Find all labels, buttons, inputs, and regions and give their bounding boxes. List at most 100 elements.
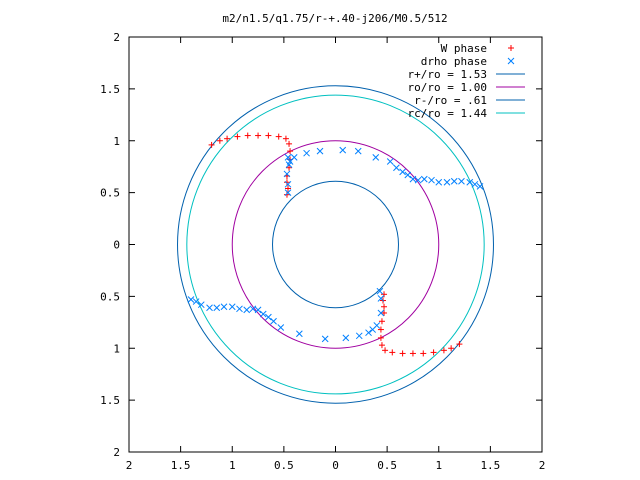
y-tick-label: 1.5 [100,83,120,96]
drho-phase-point [386,158,394,165]
drho-phase-point [339,146,347,154]
cross-marker-b [428,176,435,184]
cross-marker-b [365,329,372,337]
y-tick-label: 1 [113,342,120,355]
drho-phase-point [284,153,292,161]
w-phase-point [265,132,272,139]
drho-phase-point [228,303,236,311]
cross-marker-b [404,171,412,179]
w-phase-point [275,133,282,140]
cross-marker-b [377,309,385,317]
w-phase-point [440,347,447,354]
drho-phase-point [270,317,277,325]
drho-phase-point [316,147,324,155]
drho-phase-point [277,324,285,331]
w-phase-point [285,185,292,192]
cross-marker-b [443,178,451,186]
legend-marker-sample [507,57,515,65]
cross-marker-b [414,176,422,184]
cross-marker-b [316,147,324,155]
cross-marker-b [303,149,310,157]
cross-marker-b [249,305,257,313]
cross-marker-b [458,177,465,185]
drho-phase-point [321,335,329,343]
circle-r-0.61 [272,180,399,309]
w-phase-point [399,350,406,357]
cross-marker-b [435,178,443,186]
drho-phase-point [404,171,412,179]
w-phase-point [382,347,389,354]
w-phase-point [216,137,223,144]
x-tick-label: 0.5 [377,459,397,472]
legend-label: ro/ro = 1.00 [408,81,487,94]
cross-marker-b [339,146,347,154]
x-tick-label: 2 [126,459,133,472]
y-tick-label: 2 [113,31,120,44]
y-tick-label: 1.5 [100,394,120,407]
x-tick-label: 0 [332,459,339,472]
cross-marker-b [228,303,236,311]
drho-phase-point [414,176,422,184]
x-tick-label: 1.5 [480,459,500,472]
drho-phase-point [373,322,381,329]
y-tick-label: 0 [113,239,120,252]
drho-phase-point [476,183,484,190]
w-phase-point [287,148,294,155]
drho-phase-point [265,313,272,321]
cross-marker-b [284,180,292,188]
drho-phase-point [296,330,303,338]
x-tick-label: 1.5 [171,459,191,472]
y-tick-label: 2 [113,446,120,459]
legend-label: W phase [441,42,487,55]
cross-marker-b [277,324,285,331]
cross-marker-b [466,178,474,186]
drho-phase-point [283,170,291,178]
circle-r-1.44 [186,94,485,395]
drho-phase-point [458,177,465,185]
w-phase-point [255,132,262,139]
drho-phase-point [303,149,310,157]
drho-phase-point [192,298,200,305]
drho-phase-point [220,303,228,311]
drho-phase-point [206,304,213,312]
drho-phase-point [420,175,428,183]
w-phase-point [420,350,427,357]
drho-phase-point [197,301,205,309]
w-phase-point [378,342,385,349]
drho-phase-point [243,306,251,314]
cross-marker-b [187,296,195,303]
cross-marker-b [377,295,385,302]
drho-phase-point [377,309,385,317]
cross-marker-b [283,170,291,178]
w-phase-point [409,350,416,357]
cross-marker-b [321,335,329,343]
cross-marker-b [192,298,200,305]
cross-marker-b [507,57,515,65]
cross-marker-b [270,317,277,325]
cross-marker-b [354,147,362,155]
w-phase-point [283,191,290,198]
cross-marker-b [372,153,380,161]
w-phase-point [286,164,293,171]
drho-phase-point [372,153,380,161]
x-tick-label: 0.5 [274,459,294,472]
drho-phase-point [377,295,385,302]
drho-phase-point [254,306,262,314]
drho-phase-point [393,164,400,172]
drho-phase-point [259,310,267,318]
y-tick-label: 0.5 [100,290,120,303]
legend-label: rc/ro = 1.44 [408,107,488,120]
w-phase-point [381,303,388,310]
drho-phase-point [428,176,435,184]
circle-r-1 [231,140,440,349]
cross-marker-b [284,189,292,196]
cross-marker-b [399,168,406,176]
drho-phase-point [355,332,363,340]
legend-marker-sample [508,45,514,51]
w-phase-point [389,349,396,356]
chart-title: m2/n1.5/q1.75/r-+.40-j206/M0.5/512 [222,12,447,25]
cross-marker-b [342,334,350,342]
w-phase-point [244,132,251,139]
drho-phase-point [284,180,292,188]
